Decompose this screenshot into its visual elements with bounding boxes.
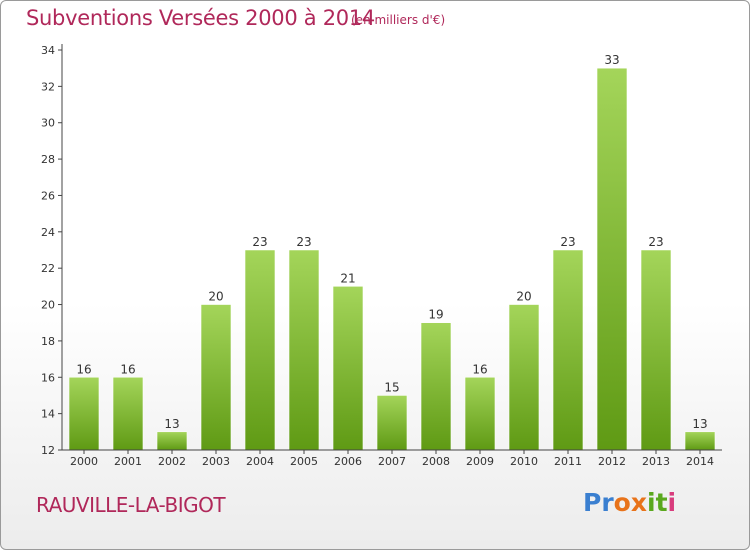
x-tick-label: 2002 — [158, 455, 186, 468]
y-tick-label: 32 — [41, 80, 55, 93]
y-tick-label: 14 — [41, 408, 55, 421]
bar-series: 16 16 13 20 23 23 21 15 19 16 20 23 33 23 13 — [68, 53, 716, 451]
bar — [68, 377, 100, 451]
y-axis: 12 14 16 18 20 22 24 26 28 30 32 34 — [41, 44, 63, 457]
bar — [244, 249, 276, 451]
x-tick-label: 2013 — [642, 455, 670, 468]
x-tick-label: 2000 — [70, 455, 98, 468]
y-tick-label: 22 — [41, 262, 55, 275]
x-tick-label: 2009 — [466, 455, 494, 468]
bar — [200, 304, 232, 451]
x-tick-label: 2003 — [202, 455, 230, 468]
data-label: 23 — [252, 235, 267, 249]
logo-letter: P — [583, 488, 602, 517]
commune-name: RAUVILLE-LA-BIGOT — [36, 493, 226, 517]
proxiti-logo[interactable]: Proxiti — [583, 488, 676, 517]
chart-title: Subventions Versées 2000 à 2014 — [26, 6, 375, 30]
y-tick-label: 18 — [41, 335, 55, 348]
bar — [112, 377, 144, 451]
logo-letter: x — [630, 488, 647, 517]
y-tick-label: 20 — [41, 299, 55, 312]
data-label: 16 — [120, 362, 135, 376]
bar — [596, 67, 628, 451]
data-label: 15 — [384, 380, 399, 394]
logo-letter: i — [667, 488, 677, 517]
logo-letter: t — [655, 488, 668, 517]
data-label: 20 — [208, 290, 223, 304]
bar — [376, 395, 408, 451]
logo-letter: r — [601, 488, 614, 517]
x-tick-label: 2004 — [246, 455, 274, 468]
bar — [640, 249, 672, 451]
y-tick-label: 34 — [41, 44, 55, 57]
x-tick-label: 2011 — [554, 455, 582, 468]
y-tick-label: 24 — [41, 226, 55, 239]
x-tick-label: 2010 — [510, 455, 538, 468]
data-label: 20 — [516, 290, 531, 304]
data-label: 19 — [428, 308, 443, 322]
x-tick-label: 2001 — [114, 455, 142, 468]
bar — [684, 431, 716, 451]
y-tick-label: 28 — [41, 153, 55, 166]
data-label: 16 — [76, 362, 91, 376]
logo-letter: o — [613, 488, 631, 517]
data-label: 16 — [472, 362, 487, 376]
data-label: 23 — [648, 235, 663, 249]
data-label: 23 — [560, 235, 575, 249]
x-tick-label: 2008 — [422, 455, 450, 468]
bar — [552, 249, 584, 451]
data-label: 23 — [296, 235, 311, 249]
x-tick-label: 2012 — [598, 455, 626, 468]
bar — [508, 304, 540, 451]
x-tick-label: 2006 — [334, 455, 362, 468]
x-tick-label: 2014 — [686, 455, 714, 468]
bar — [332, 286, 364, 451]
bar — [464, 377, 496, 451]
data-label: 33 — [604, 53, 619, 67]
x-axis: 2000 2001 2002 2003 2004 2005 2006 2007 2008 2009… — [62, 449, 722, 468]
data-label: 13 — [692, 417, 707, 431]
x-tick-label: 2007 — [378, 455, 406, 468]
x-tick-label: 2005 — [290, 455, 318, 468]
bar — [156, 431, 188, 451]
bar — [420, 322, 452, 451]
y-tick-label: 30 — [41, 117, 55, 130]
y-tick-label: 16 — [41, 371, 55, 384]
data-label: 21 — [340, 271, 355, 285]
chart-subtitle: (en milliers d'€) — [351, 13, 446, 27]
y-tick-label: 12 — [41, 444, 55, 457]
data-label: 13 — [164, 417, 179, 431]
y-tick-label: 26 — [41, 189, 55, 202]
logo-letter: i — [647, 488, 656, 517]
bar — [288, 249, 320, 451]
